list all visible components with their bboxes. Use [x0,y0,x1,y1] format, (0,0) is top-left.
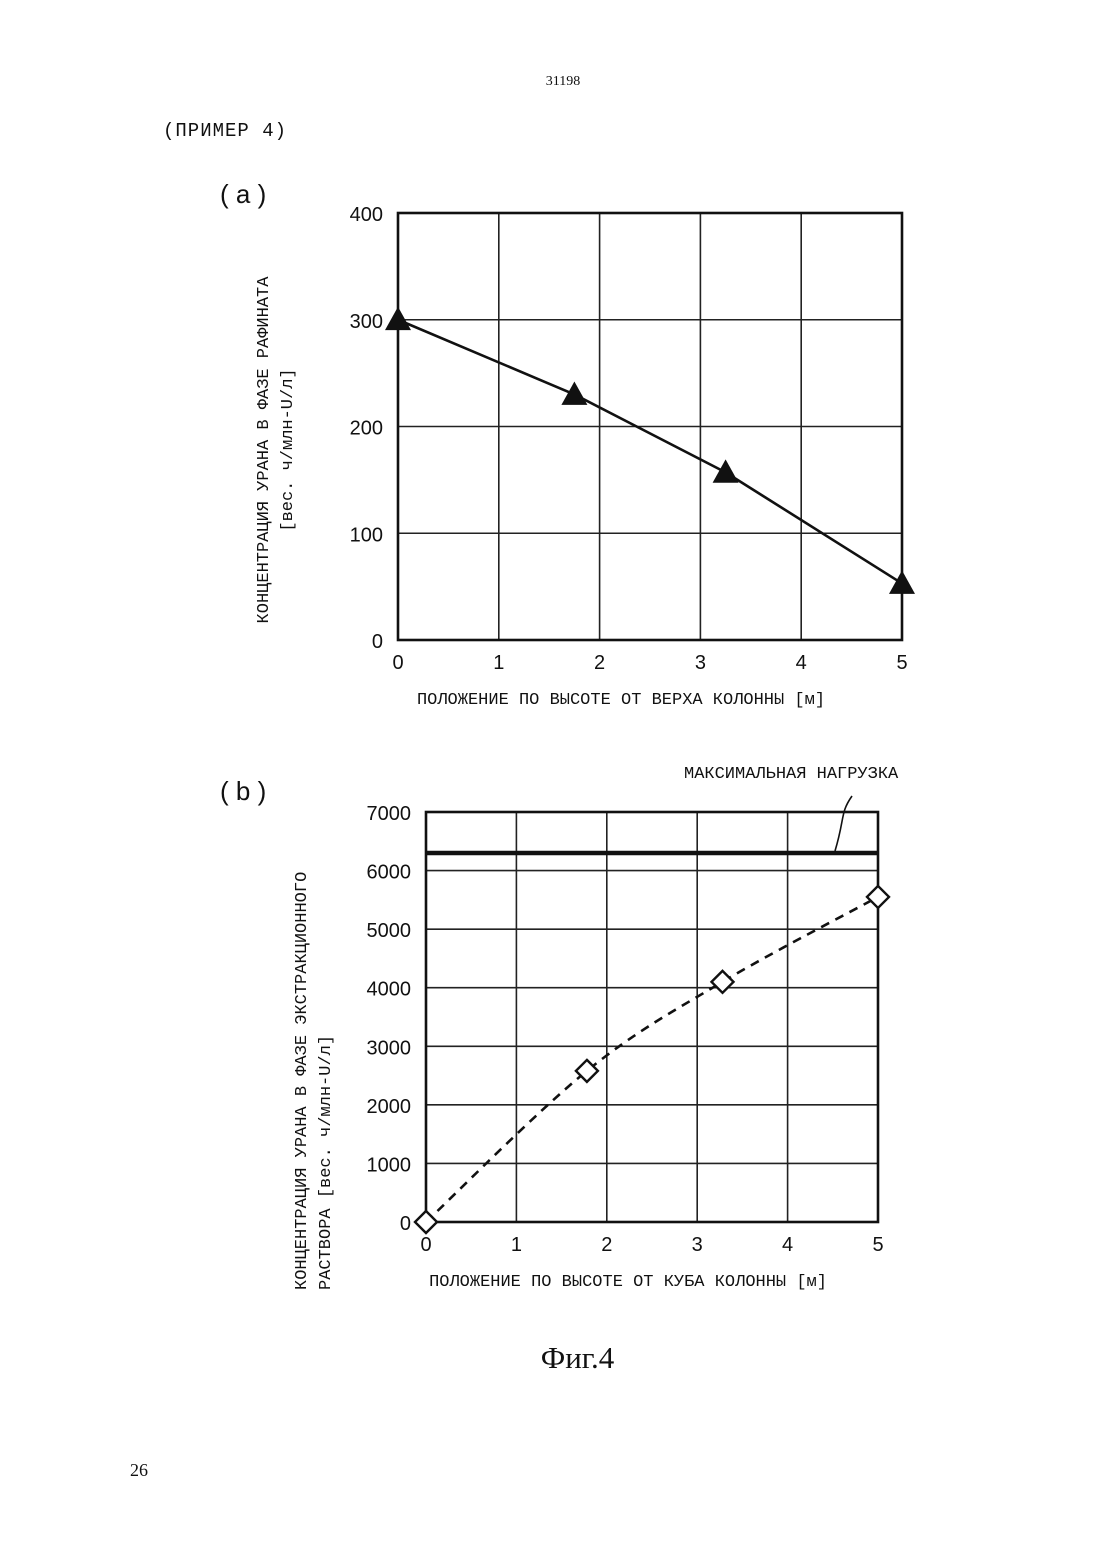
y-tick-label: 4000 [367,979,412,1001]
x-tick-label: 5 [872,1234,883,1256]
page-number: 26 [130,1460,148,1481]
panel-label: ( b ) [220,776,266,806]
y-axis-label: РАСТВОРА [вес. ч/млн-U/л] [317,1035,336,1290]
data-point-diamond [867,886,889,908]
max-load-leader-line [835,796,852,851]
y-tick-label: 6000 [367,862,412,884]
series-line [426,897,878,1222]
figure-caption: Фиг.4 [0,1340,1100,1376]
x-tick-label: 1 [511,1234,522,1256]
y-tick-label: 0 [400,1213,411,1235]
y-tick-label: 3000 [367,1037,412,1059]
y-axis-label: КОНЦЕНТРАЦИЯ УРАНА В ФАЗЕ ЭКСТРАКЦИОННОГ… [293,872,312,1290]
x-tick-label: 2 [601,1234,612,1256]
max-load-label: МАКСИМАЛЬНАЯ НАГРУЗКА [684,765,899,784]
y-tick-label: 2000 [367,1096,412,1118]
chart-b: 0 1 2 3 4 5 0 1000 2000 3000 4000 5000 6000 7000 МАКСИ… [0,0,1100,1330]
x-tick-label: 4 [782,1234,793,1256]
y-tick-label: 5000 [367,920,412,942]
x-tick-label: 0 [420,1234,431,1256]
y-tick-label: 1000 [367,1154,412,1176]
y-tick-label: 7000 [367,803,412,825]
data-point-diamond [712,971,734,993]
x-axis-label: ПОЛОЖЕНИЕ ПО ВЫСОТЕ ОТ КУБА КОЛОННЫ [м] [429,1273,827,1292]
data-point-diamond [415,1211,437,1233]
x-tick-label: 3 [692,1234,703,1256]
plot-frame [426,812,878,1222]
